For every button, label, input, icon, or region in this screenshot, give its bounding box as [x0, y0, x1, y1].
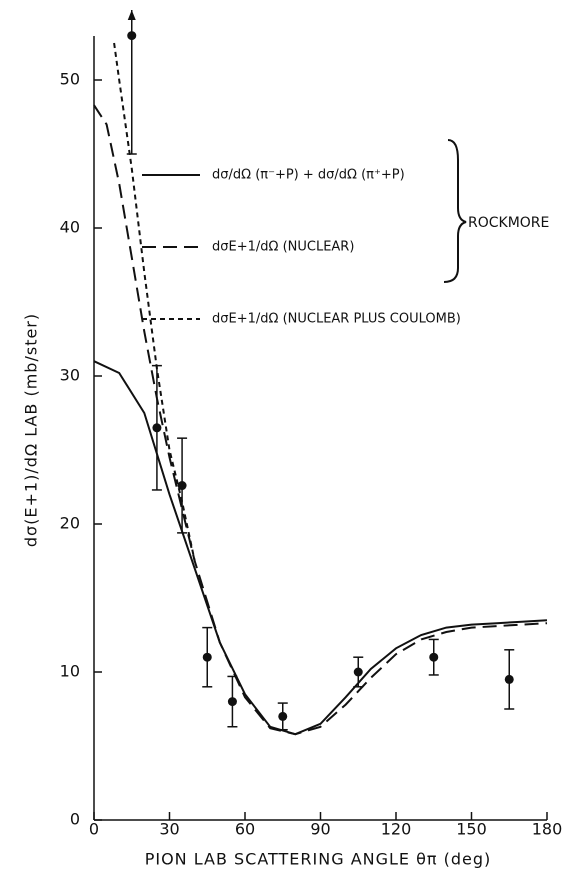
x-tick-label: 150: [456, 820, 487, 839]
y-tick-label: 0: [70, 810, 80, 829]
legend-label: dσ/dΩ (π⁻+P) + dσ/dΩ (π⁺+P): [212, 168, 405, 183]
curve: [113, 42, 196, 562]
data-point: [227, 697, 237, 707]
y-tick-label: 30: [60, 366, 80, 385]
x-axis-title: PION LAB SCATTERING ANGLE θπ (deg): [145, 850, 492, 869]
data-point: [127, 31, 137, 41]
data-point: [278, 711, 288, 721]
bracket: [443, 139, 467, 283]
annotation: ROCKMORE: [468, 215, 549, 231]
y-tick-label: 50: [60, 70, 80, 89]
error-arrow: [127, 10, 136, 20]
legend-label: dσE+1/dΩ (NUCLEAR PLUS COULOMB): [212, 312, 461, 327]
data-point: [202, 652, 212, 662]
x-tick-label: 180: [532, 820, 563, 839]
y-tick-label: 40: [60, 218, 80, 237]
data-point: [152, 423, 162, 433]
data-point: [177, 481, 187, 491]
x-tick-label: 60: [235, 820, 255, 839]
y-tick-label: 10: [60, 662, 80, 681]
x-tick-label: 0: [89, 820, 99, 839]
x-tick-label: 30: [159, 820, 179, 839]
data-point: [504, 674, 514, 684]
y-axis-title: dσ(E+1)/dΩ LAB (mb/ster): [22, 313, 41, 547]
curve: [93, 104, 548, 736]
y-tick-label: 20: [60, 514, 80, 533]
curve: [93, 360, 548, 736]
data-point: [429, 652, 439, 662]
legend-label: dσE+1/dΩ (NUCLEAR): [212, 240, 354, 255]
x-tick-label: 120: [381, 820, 412, 839]
x-tick-label: 90: [310, 820, 330, 839]
data-point: [353, 667, 363, 677]
